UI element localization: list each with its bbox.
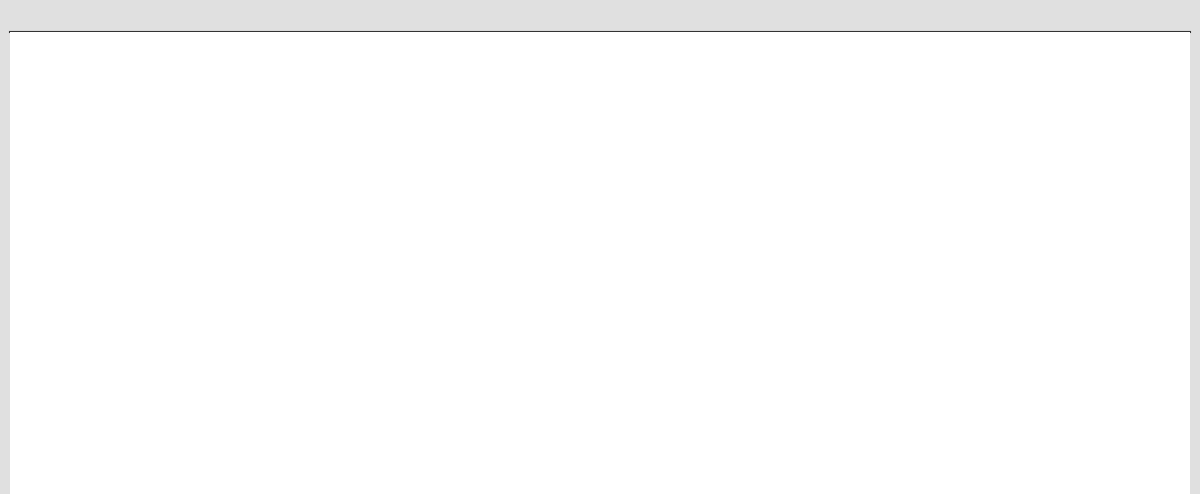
FancyBboxPatch shape xyxy=(262,208,682,257)
FancyBboxPatch shape xyxy=(286,338,754,386)
Text: (a) $y = f(-x)$:: (a) $y = f(-x)$: xyxy=(26,158,175,183)
FancyBboxPatch shape xyxy=(334,274,850,322)
Text: (c) $y = -f(x + 4) + 1$:: (c) $y = -f(x + 4) + 1$: xyxy=(26,286,266,312)
Text: Suppose $(-6, -6)$ is on the graph of $y = f(x)$. Find the corresponding point o: Suppose $(-6, -6)$ is on the graph of $y… xyxy=(26,64,1027,90)
FancyBboxPatch shape xyxy=(262,144,682,193)
Text: graph of the given transformed function.: graph of the given transformed function. xyxy=(26,109,536,131)
Text: (b) $y = -f(x)$:: (b) $y = -f(x)$: xyxy=(26,222,185,247)
Text: (d) $y = f(-x) - 5$:: (d) $y = f(-x) - 5$: xyxy=(26,350,218,376)
